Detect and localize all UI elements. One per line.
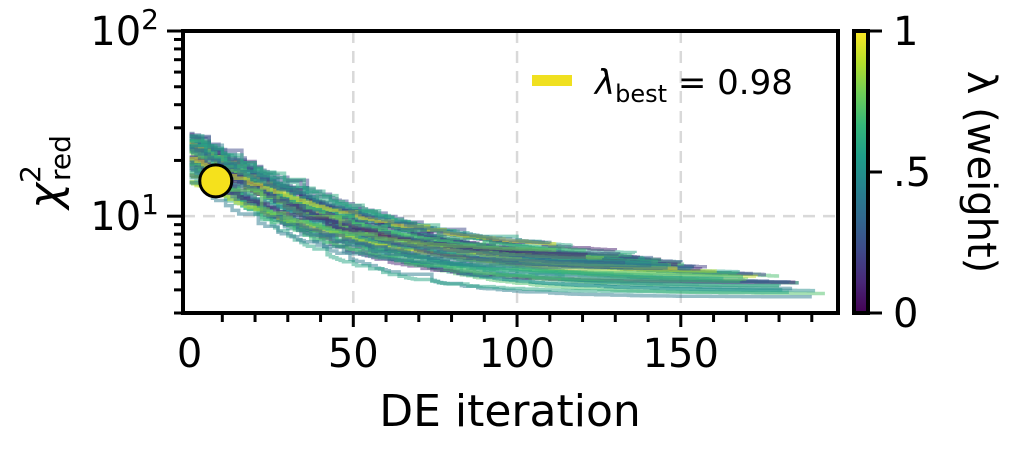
colorbar-ticks: 0.51 xyxy=(868,9,931,337)
legend-symbol: λ xyxy=(593,63,615,103)
colorbar: 0.51 λ (weight) xyxy=(852,9,1004,337)
series-line xyxy=(189,181,668,270)
colorbar-tick-label: 1 xyxy=(893,9,918,55)
x-tick-label: 50 xyxy=(328,331,379,377)
y-axis-title-main: χ xyxy=(20,181,71,211)
y-axis-title: χ2red xyxy=(14,135,77,211)
best-point-marker xyxy=(198,163,234,199)
colorbar-title: λ (weight) xyxy=(958,71,1004,273)
series-line xyxy=(189,147,552,245)
y-tick-label: 102 xyxy=(90,3,159,55)
legend-sub: best xyxy=(615,80,667,108)
legend: λbest = 0.98 xyxy=(532,63,793,108)
y-axis-title-sup: 2 xyxy=(14,165,47,183)
x-axis-title: DE iteration xyxy=(379,386,641,437)
y-axis-title-sub: red xyxy=(44,135,77,181)
series-lines xyxy=(189,131,825,299)
x-tick-label: 150 xyxy=(643,331,719,377)
legend-value: = 0.98 xyxy=(667,63,793,103)
series-line xyxy=(189,162,789,294)
colorbar-gradient xyxy=(854,31,868,313)
colorbar-tick-label: .5 xyxy=(893,150,931,196)
colorbar-tick-label: 0 xyxy=(893,291,918,337)
x-tick-label: 100 xyxy=(479,331,555,377)
legend-label: λbest = 0.98 xyxy=(593,63,793,108)
plot-frame xyxy=(181,29,840,315)
y-axis: 101 102 xyxy=(90,3,183,315)
y-tick-label: 101 xyxy=(90,188,159,240)
x-axis: 0 50 100 150 xyxy=(177,313,814,377)
legend-swatch xyxy=(532,75,572,86)
x-tick-label: 0 xyxy=(177,331,202,377)
series-line xyxy=(189,173,557,252)
best-marker-layer xyxy=(198,163,234,199)
